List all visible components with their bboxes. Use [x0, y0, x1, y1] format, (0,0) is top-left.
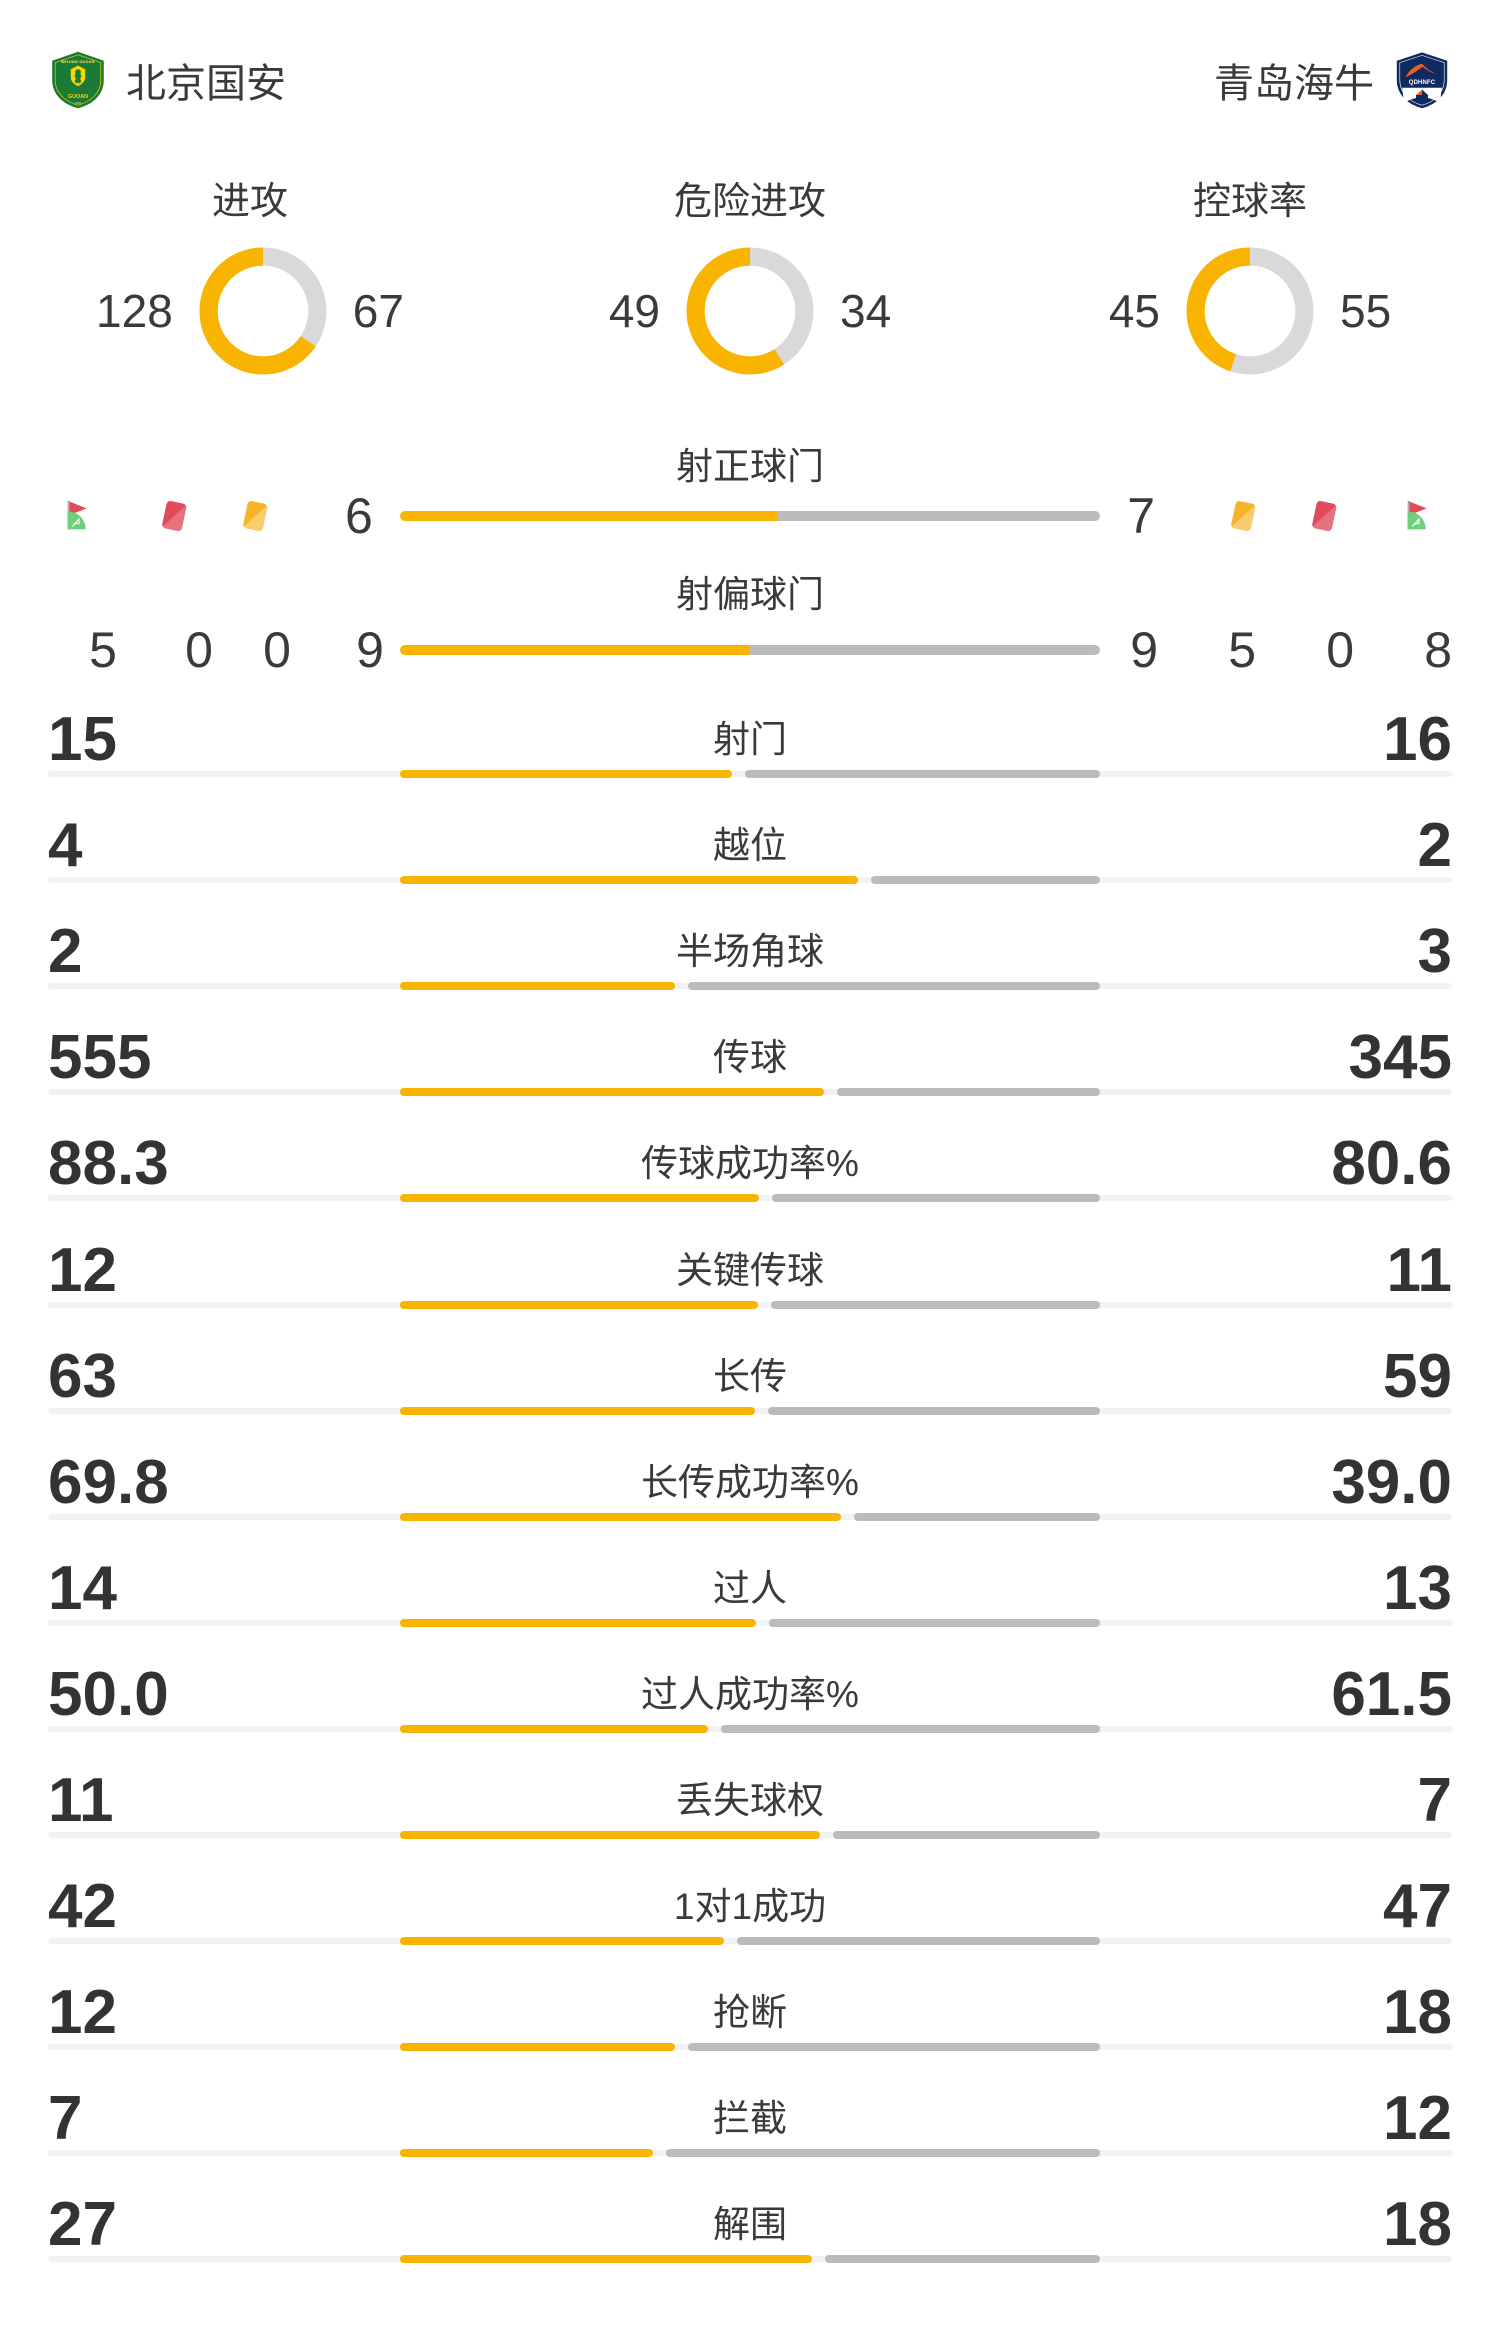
svg-text:GUOAN: GUOAN	[68, 94, 88, 100]
svg-text:BEIJING GUOAN: BEIJING GUOAN	[61, 59, 94, 64]
svg-text:QDHNFC: QDHNFC	[1409, 80, 1436, 86]
svg-text:1992: 1992	[75, 101, 82, 105]
